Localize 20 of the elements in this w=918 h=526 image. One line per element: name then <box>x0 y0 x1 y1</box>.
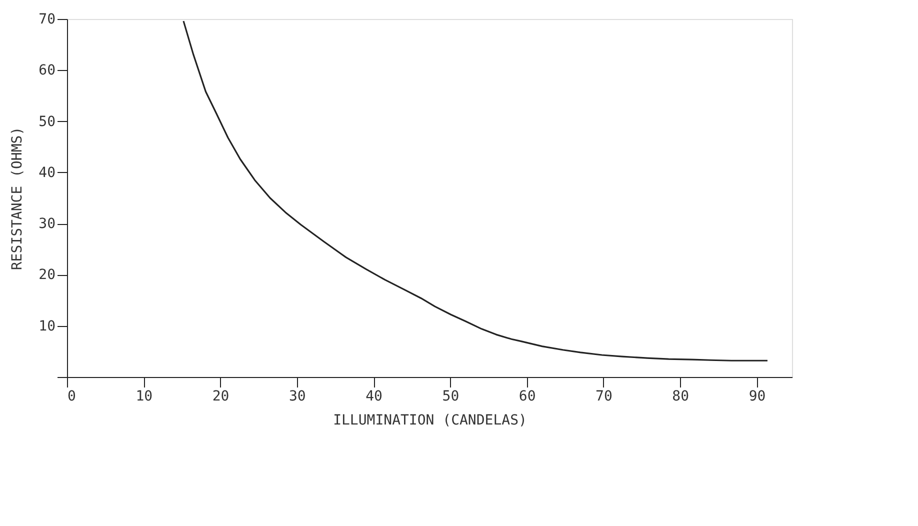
x-tick-label: 30 <box>288 388 306 404</box>
x-axis-title: ILLUMINATION (CANDELAS) <box>333 412 527 428</box>
x-tick-label: 80 <box>672 388 690 404</box>
y-tick-label: 60 <box>38 62 56 79</box>
x-tick-label: 90 <box>748 388 766 404</box>
x-tick-label: 0 <box>68 388 76 404</box>
x-tick-label: 40 <box>366 388 382 404</box>
y-tick-label: 50 <box>38 114 56 130</box>
y-tick-label: 20 <box>38 267 56 284</box>
x-tick-label: 10 <box>136 388 153 404</box>
y-tick-label: 30 <box>38 216 56 232</box>
y-tick-label: 70 <box>38 12 56 28</box>
x-tick-label: 20 <box>212 388 230 404</box>
y-tick-label: 10 <box>38 318 56 334</box>
line-series <box>182 20 768 362</box>
y-tick-label: 40 <box>38 164 56 181</box>
y-axis-title: RESISTANCE (OHMS) <box>10 126 26 270</box>
x-tick-label: 50 <box>442 388 460 404</box>
x-tick-label: 60 <box>518 388 536 404</box>
x-tick-label: 70 <box>596 388 612 404</box>
